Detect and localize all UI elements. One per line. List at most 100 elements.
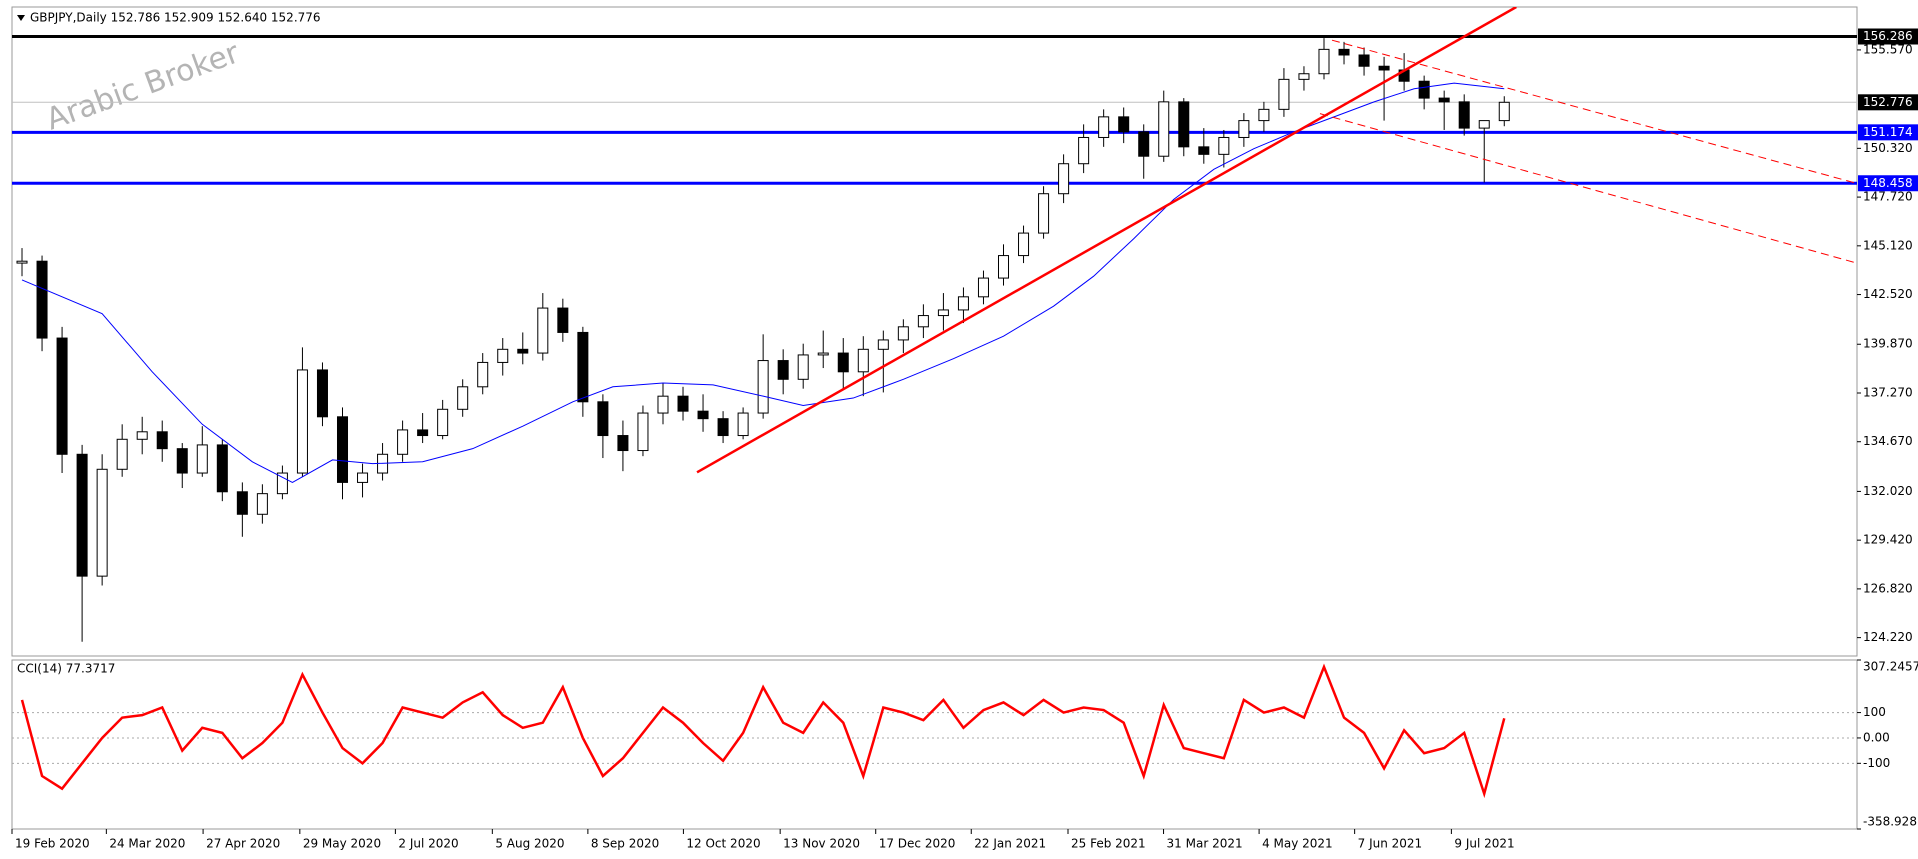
- candle-body: [357, 472, 369, 483]
- candle-body: [276, 472, 288, 495]
- candle-body: [1458, 101, 1470, 129]
- candle-body: [1278, 78, 1290, 110]
- candle-body: [977, 277, 989, 298]
- candle-body: [1338, 48, 1350, 56]
- x-tick-label: 29 May 2020: [303, 837, 381, 851]
- x-tick-label: 8 Sep 2020: [591, 837, 659, 851]
- candle-body: [296, 369, 308, 474]
- candle-body: [1238, 120, 1250, 138]
- candle-body: [1358, 54, 1370, 67]
- candle-body: [837, 352, 849, 373]
- price-label: 156.286: [1863, 29, 1913, 43]
- x-tick-label: 4 May 2021: [1262, 837, 1333, 851]
- candle-body: [717, 418, 729, 437]
- candle-body: [737, 412, 749, 437]
- candle-body: [877, 339, 889, 350]
- candle-body: [236, 491, 248, 515]
- candle-body: [1298, 73, 1310, 80]
- main-panel: [11, 6, 1858, 657]
- cci-title: CCI(14) 77.3717: [17, 662, 115, 676]
- candle-body: [1438, 97, 1450, 103]
- trendline: [1319, 113, 1857, 264]
- candle-body: [116, 438, 128, 470]
- candle-body: [817, 352, 829, 356]
- candle-body: [597, 401, 609, 437]
- candle-body: [76, 453, 88, 577]
- y-tick-label: 126.820: [1863, 581, 1913, 595]
- y-tick-label: 0.00: [1863, 730, 1890, 744]
- y-tick-label: 100: [1863, 705, 1886, 719]
- candle-body: [1318, 48, 1330, 75]
- y-tick-label: 129.420: [1863, 533, 1913, 547]
- candle-body: [457, 386, 469, 410]
- candle-body: [16, 260, 28, 264]
- candle-body: [797, 354, 809, 380]
- candle-body: [917, 315, 929, 328]
- price-label-box: [1858, 175, 1918, 192]
- y-tick-label: 139.870: [1863, 337, 1913, 351]
- candle-body: [1258, 108, 1270, 122]
- y-tick-label: 145.120: [1863, 238, 1913, 252]
- candle-body: [937, 309, 949, 317]
- x-tick-label: 12 Oct 2020: [686, 837, 760, 851]
- x-tick-label: 5 Aug 2020: [495, 837, 564, 851]
- x-tick-label: 19 Feb 2020: [15, 837, 90, 851]
- candle-body: [617, 435, 629, 452]
- candle-body: [56, 337, 68, 455]
- y-tick-label: -100: [1863, 756, 1890, 770]
- y-tick-label: 132.020: [1863, 484, 1913, 498]
- y-tick-label: 147.720: [1863, 190, 1913, 204]
- y-tick-label: 307.2457: [1863, 660, 1918, 674]
- candle-body: [1138, 131, 1150, 157]
- candle-body: [557, 307, 569, 333]
- price-label: 151.174: [1863, 125, 1913, 139]
- candle-body: [677, 395, 689, 412]
- candle-body: [397, 429, 409, 455]
- plot-area: [12, 663, 1857, 799]
- y-tick-label: 124.220: [1863, 630, 1913, 644]
- y-tick-label: 155.570: [1863, 42, 1913, 56]
- candle-body: [196, 444, 208, 474]
- candle-body: [1098, 116, 1110, 138]
- candle-body: [437, 408, 449, 437]
- candle-body: [997, 255, 1010, 279]
- candle-body: [1418, 80, 1430, 99]
- candle-body: [657, 395, 669, 414]
- candle-body: [316, 369, 328, 418]
- x-tick-label: 31 Mar 2021: [1167, 837, 1243, 851]
- candle-body: [537, 307, 549, 354]
- price-label-box: [1858, 28, 1918, 45]
- candle-body: [477, 361, 489, 388]
- y-tick-label: 150.320: [1863, 141, 1913, 155]
- price-label: 152.776: [1863, 95, 1913, 109]
- candle-body: [256, 493, 268, 515]
- cci-panel: [11, 659, 1858, 830]
- price-label: 148.458: [1863, 176, 1913, 190]
- x-tick-label: 17 Dec 2020: [879, 837, 956, 851]
- y-tick-label: 142.520: [1863, 287, 1913, 301]
- candle-body: [417, 429, 429, 437]
- cci-line: [20, 663, 1506, 799]
- candle-body: [1078, 136, 1090, 165]
- menu-arrow[interactable]: [17, 15, 25, 21]
- y-tick-label: 134.670: [1863, 434, 1913, 448]
- x-tick-label: 24 Mar 2020: [109, 837, 185, 851]
- candle-body: [497, 348, 509, 363]
- y-tick-label: 137.270: [1863, 385, 1913, 399]
- candle-body: [777, 360, 789, 380]
- candle-body: [897, 326, 909, 341]
- candle-body: [517, 348, 529, 354]
- candle-body: [216, 444, 228, 493]
- candle-body: [176, 448, 188, 474]
- price-label-box: [1858, 94, 1918, 111]
- plot-area: [12, 7, 1857, 642]
- candle-body: [1498, 101, 1510, 122]
- candle-body: [957, 296, 969, 311]
- x-tick-label: 9 Jul 2021: [1454, 837, 1514, 851]
- x-tick-label: 22 Jan 2021: [974, 837, 1046, 851]
- candle-body: [1198, 146, 1210, 155]
- x-tick-label: 13 Nov 2020: [783, 837, 860, 851]
